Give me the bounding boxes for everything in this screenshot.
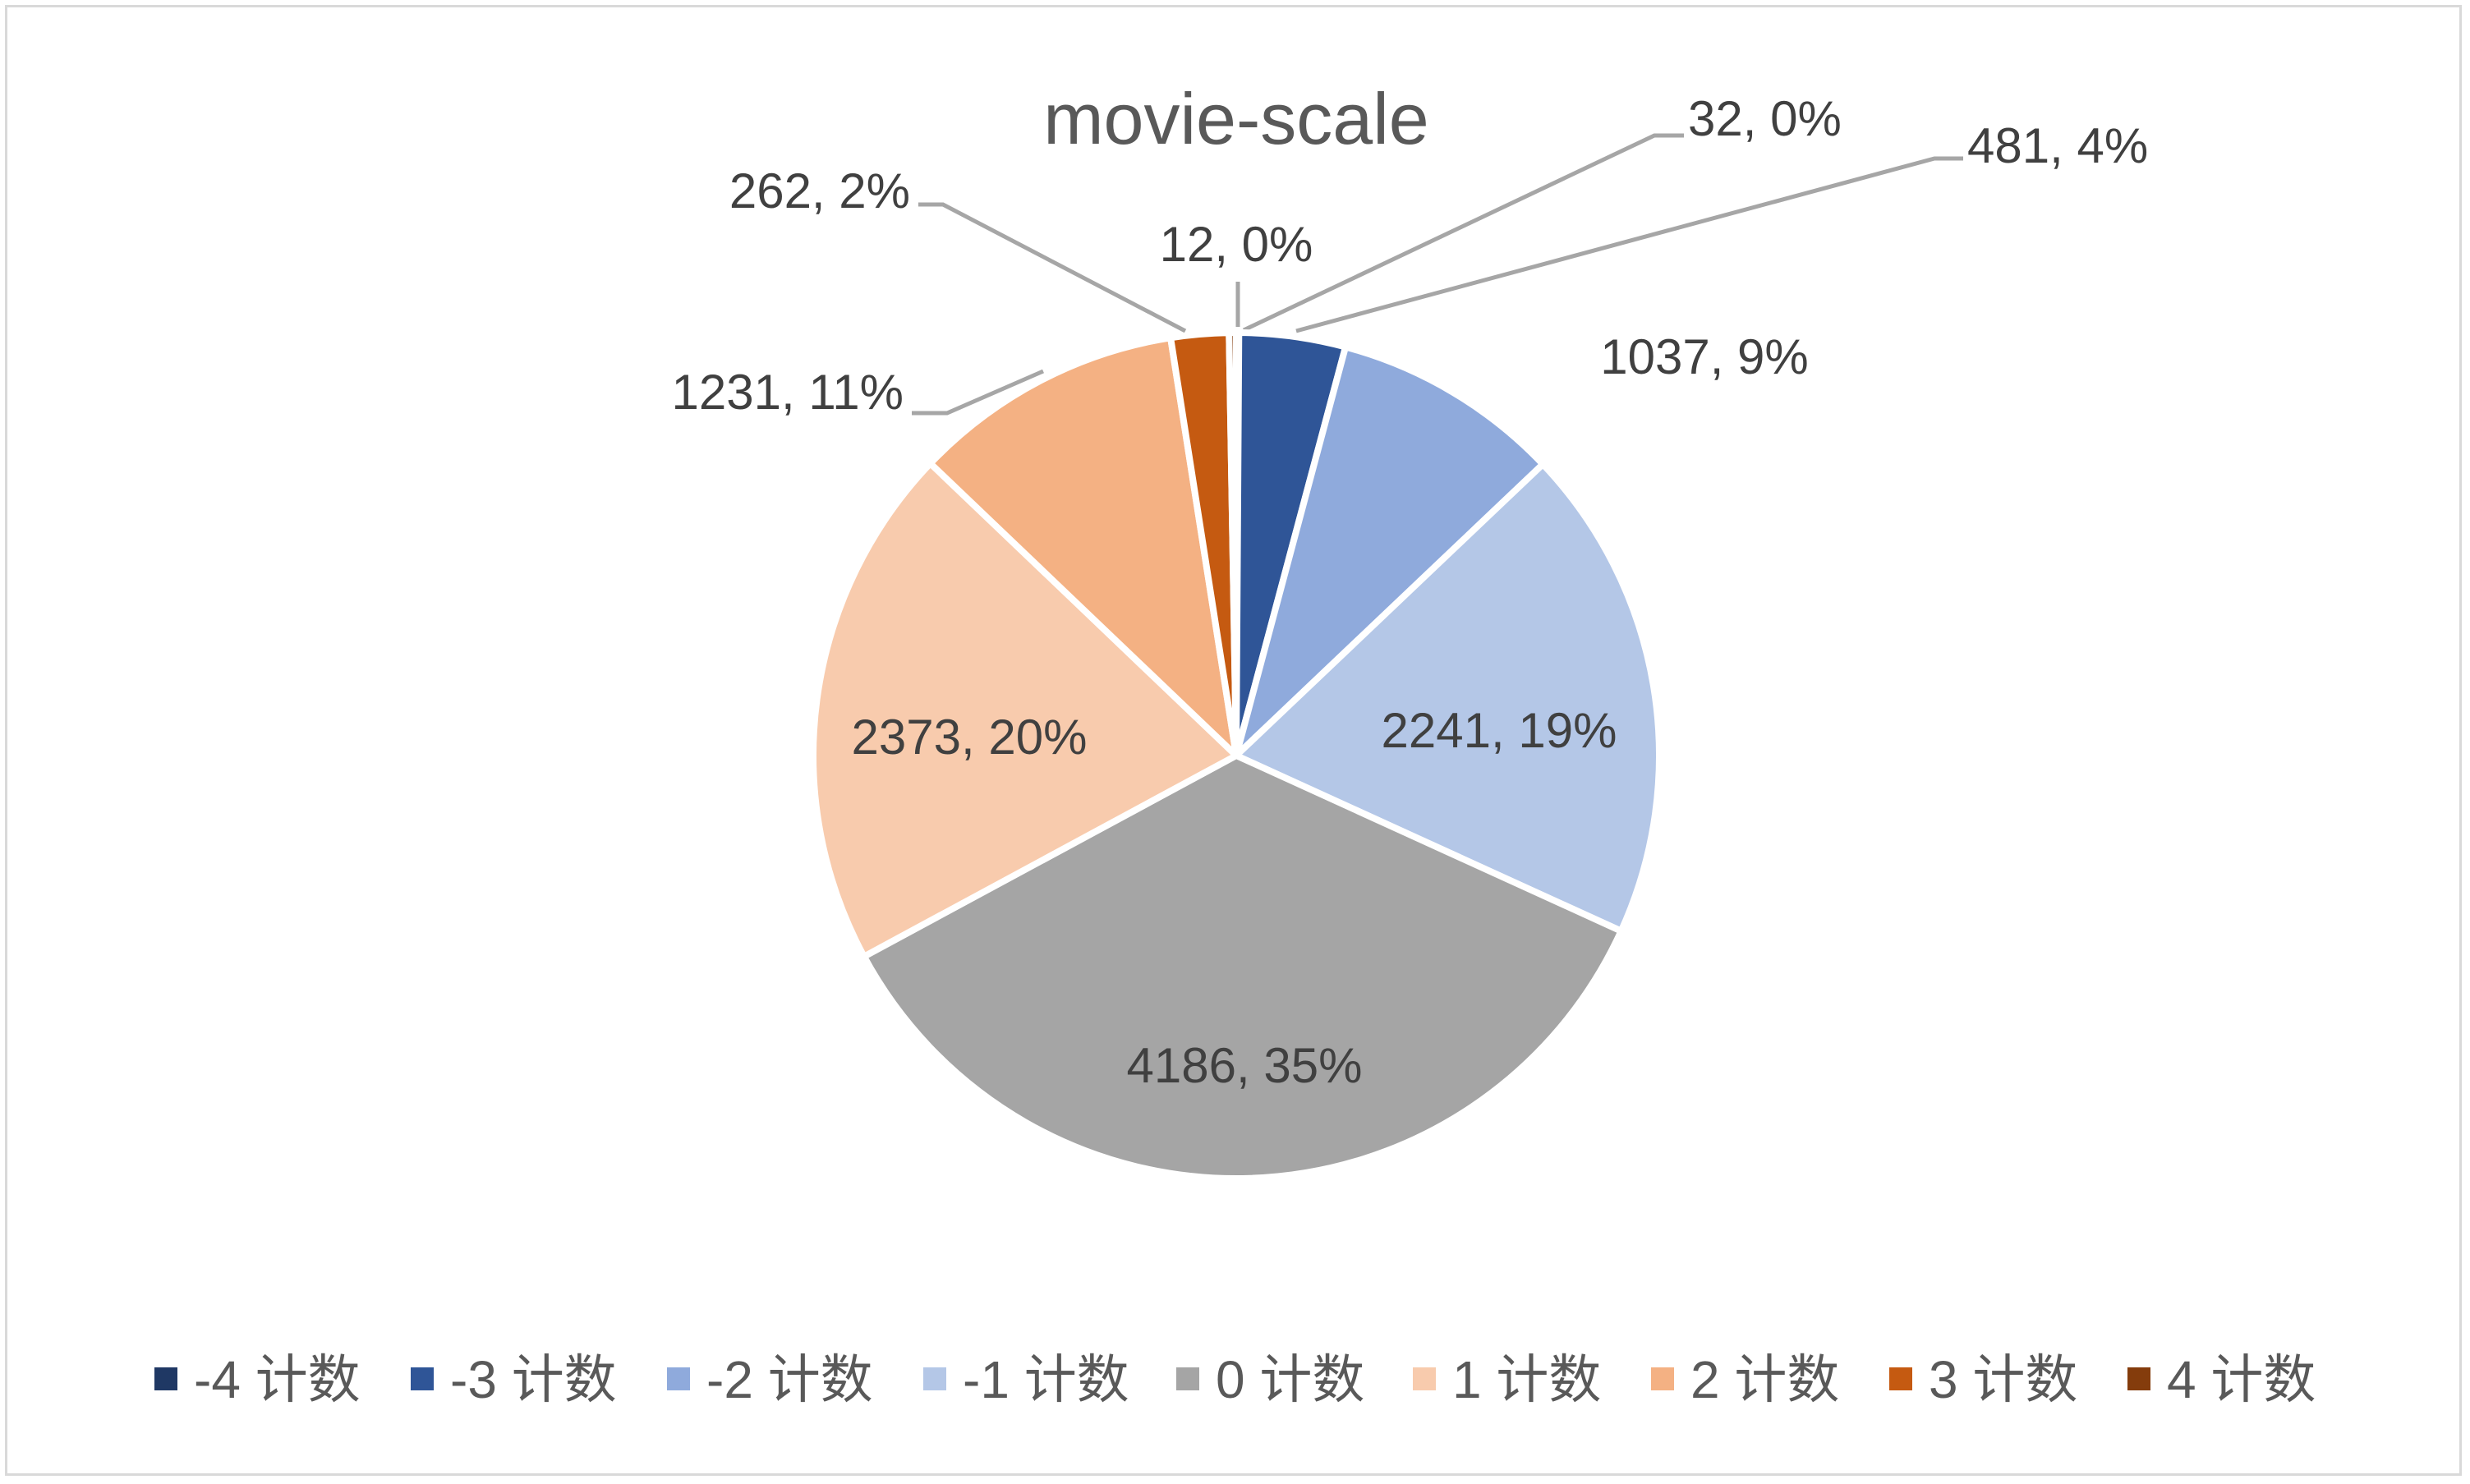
leader-lines — [912, 133, 1963, 416]
data-label: 1037, 9% — [1600, 329, 1809, 384]
data-label: 1231, 11% — [672, 365, 904, 420]
data-labels: 12, 0% 481, 4% 1037, 9% 2241, 19% 4186, 35% 2… — [672, 91, 2149, 1093]
pie-slice — [1233, 461, 1663, 935]
legend-item: 4 计数 — [2127, 1350, 2316, 1409]
legend-swatch — [1176, 1367, 1199, 1390]
legend-swatch — [2127, 1367, 2150, 1390]
legend-label: -1 计数 — [963, 1350, 1129, 1409]
data-label: 481, 4% — [1967, 118, 2148, 173]
pie-slice — [927, 334, 1240, 759]
legend-item: -1 计数 — [923, 1350, 1129, 1409]
pie-slice — [1233, 343, 1547, 759]
leader-line — [1242, 133, 1684, 333]
legend-swatch — [1413, 1367, 1436, 1390]
legend: -4 计数 -3 计数 -2 计数 -1 计数 0 计数 1 计数 2 计数 3 计数 4 计数 — [154, 1350, 2316, 1409]
legend-label: 4 计数 — [2167, 1350, 2316, 1409]
legend-swatch — [923, 1367, 946, 1390]
legend-swatch — [154, 1367, 177, 1390]
pie-slice — [860, 752, 1625, 1182]
pie-slice — [1226, 329, 1240, 759]
legend-item: -2 计数 — [667, 1350, 873, 1409]
legend-swatch — [667, 1367, 690, 1390]
data-label: 12, 0% — [1160, 217, 1313, 272]
legend-item: 3 计数 — [1889, 1350, 2077, 1409]
legend-item: 1 计数 — [1413, 1350, 1601, 1409]
data-label: 262, 2% — [729, 163, 910, 218]
legend-label: 2 计数 — [1690, 1350, 1839, 1409]
legend-swatch — [411, 1367, 434, 1390]
legend-label: 1 计数 — [1452, 1350, 1601, 1409]
legend-label: -2 计数 — [706, 1350, 873, 1409]
legend-swatch — [1889, 1367, 1912, 1390]
data-label: 4186, 35% — [1127, 1038, 1363, 1093]
leader-line — [912, 369, 1044, 416]
legend-label: 0 计数 — [1216, 1350, 1364, 1409]
legend-label: -4 计数 — [194, 1350, 361, 1409]
data-label: 2373, 20% — [852, 710, 1088, 765]
data-label: 2241, 19% — [1382, 703, 1617, 758]
legend-label: 3 计数 — [1929, 1350, 2077, 1409]
legend-swatch — [1651, 1367, 1674, 1390]
pie-slice — [810, 460, 1240, 960]
legend-label: -3 计数 — [450, 1350, 617, 1409]
legend-item: 0 计数 — [1176, 1350, 1364, 1409]
legend-item: 2 计数 — [1651, 1350, 1839, 1409]
chart-title: movie-scale — [1043, 78, 1428, 159]
pie-slices — [810, 329, 1663, 1182]
leader-line — [918, 202, 1187, 333]
data-label: 32, 0% — [1688, 91, 1842, 146]
legend-item: -3 计数 — [411, 1350, 617, 1409]
leader-line — [1295, 156, 1963, 333]
legend-item: -4 计数 — [154, 1350, 361, 1409]
